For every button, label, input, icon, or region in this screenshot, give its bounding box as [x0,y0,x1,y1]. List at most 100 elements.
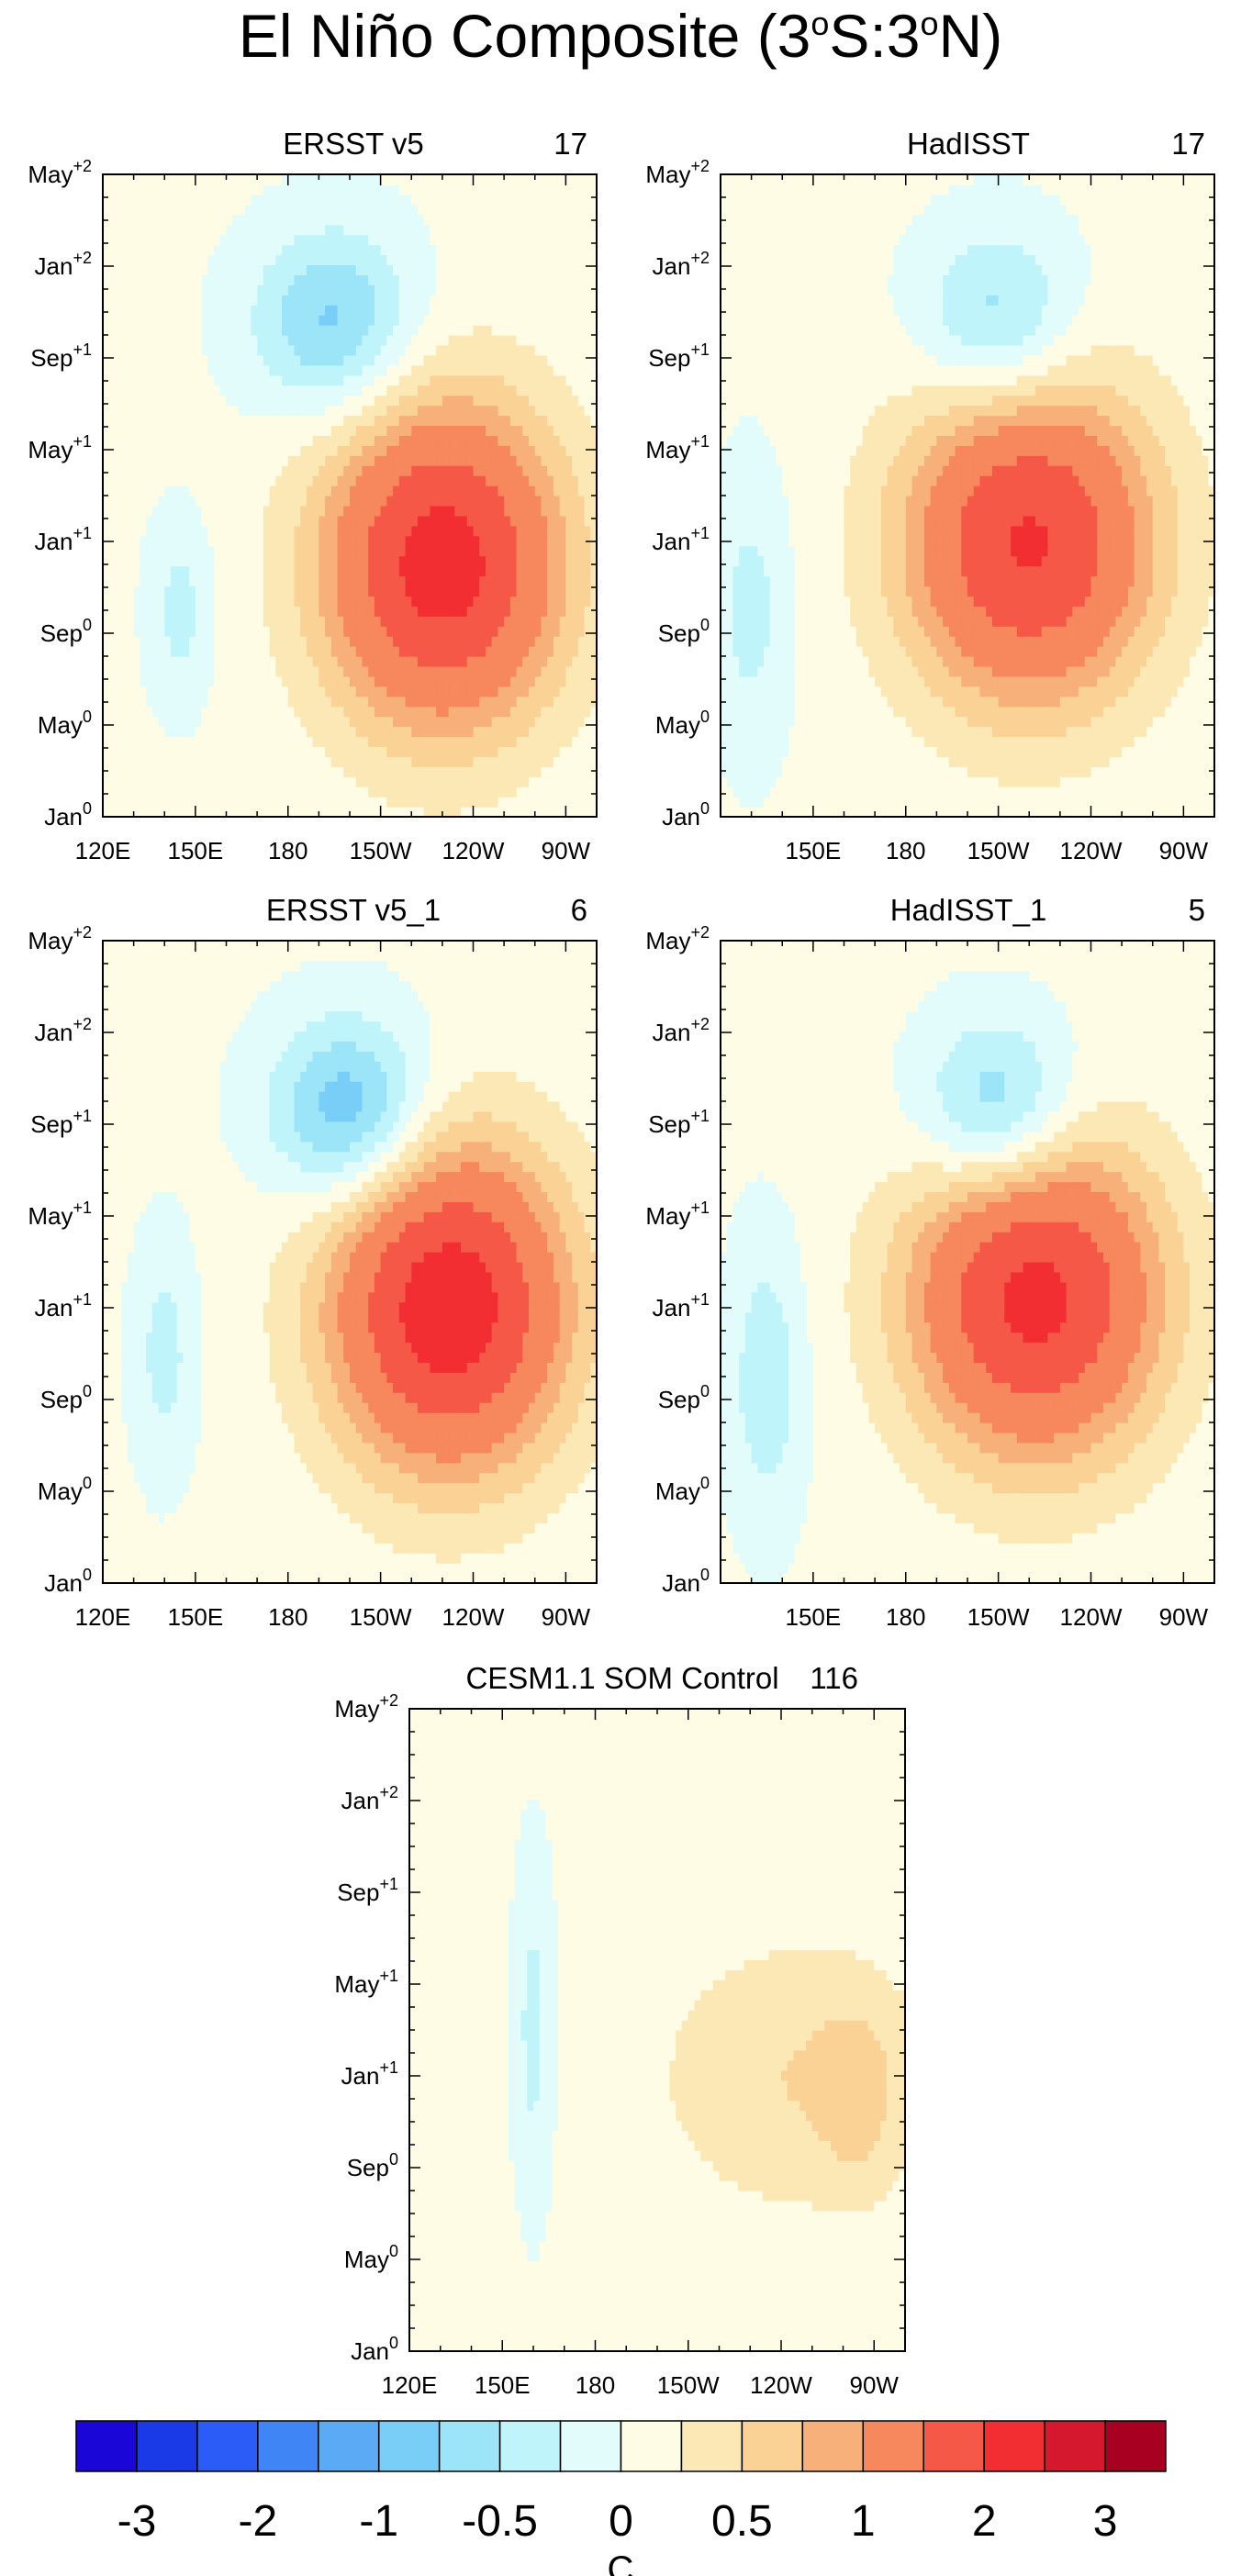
heatmap-cell [585,776,591,787]
heatmap-cell [164,606,171,617]
heatmap-cell [454,756,461,767]
heatmap-cell [578,746,585,757]
heatmap-cell [381,566,387,577]
heatmap-cell [202,807,208,818]
heatmap-cell [294,776,300,787]
heatmap-cell [418,585,424,597]
heatmap-cell [411,737,418,748]
heatmap-cell [492,606,498,617]
heatmap-cell [288,786,295,797]
heatmap-cell [474,737,480,748]
heatmap-cell [343,676,350,687]
heatmap-cell [362,686,368,697]
heatmap-cell [565,646,572,657]
heatmap-cell [386,616,393,627]
heatmap-cell [159,766,165,777]
heatmap-cell [362,807,368,818]
heatmap-cell [103,676,109,687]
heatmap-cell [479,666,486,677]
heatmap-cell [454,707,461,718]
heatmap-cell [547,666,553,677]
heatmap-cell [541,786,547,797]
heatmap-cell [535,756,542,767]
heatmap-cell [251,786,257,797]
heatmap-cell [282,686,288,697]
heatmap-cell [263,776,270,787]
heatmap-cell [338,596,344,607]
heatmap-cell [121,636,128,647]
heatmap-cell [553,576,560,587]
heatmap-cell [183,606,189,617]
heatmap-cell [418,807,424,818]
heatmap-cell [134,616,140,627]
heatmap-cell [331,717,338,728]
heatmap-cell [121,717,128,728]
heatmap-cell [257,626,263,637]
heatmap-cell [522,585,529,597]
heatmap-cell [492,596,498,607]
heatmap-cell [547,656,553,667]
heatmap-cell [436,646,442,657]
heatmap-cell [553,646,560,657]
heatmap-cell [134,766,140,777]
heatmap-cell [115,606,121,617]
heatmap-cell [529,596,535,607]
heatmap-cell [572,636,578,647]
heatmap-cell [177,636,184,647]
heatmap-cell [275,727,282,738]
heatmap-cell [189,746,196,757]
heatmap-cell [239,776,245,787]
heatmap-cell [467,616,474,627]
heatmap-cell [338,717,344,728]
heatmap-cell [393,626,399,637]
heatmap-cell [350,666,356,677]
heatmap-cell [406,676,412,687]
heatmap-cell [313,776,319,787]
heatmap-cell [251,676,257,687]
heatmap-cell [553,797,560,808]
heatmap-cell [121,585,128,597]
heatmap-cell [368,686,375,697]
heatmap-cell [288,616,295,627]
heatmap-cell [109,776,116,787]
heatmap-cell [504,656,510,667]
heatmap-cell [467,756,474,767]
heatmap-cell [424,636,430,647]
heatmap-cell [436,566,442,577]
heatmap-cell [121,606,128,617]
heatmap-cell [128,707,134,718]
heatmap-cell [560,686,566,697]
heatmap-cell [406,566,412,577]
heatmap-cell [479,756,486,767]
heatmap-cell [214,666,220,677]
heatmap-cell [300,727,307,738]
heatmap-cell [300,756,307,767]
heatmap-cell [430,686,436,697]
heatmap-cell [103,686,109,697]
heatmap-cell [535,585,542,597]
heatmap-cell [424,797,430,808]
heatmap-cell [547,756,553,767]
heatmap-cell [529,646,535,657]
heatmap-cell [227,576,233,587]
heatmap-cell [449,656,455,667]
heatmap-cell [152,585,159,597]
heatmap-cell [375,566,381,577]
heatmap-cell [517,585,523,597]
heatmap-cell [535,717,542,728]
heatmap-cell [115,616,121,627]
heatmap-cell [565,606,572,617]
heatmap-cell [220,786,227,797]
heatmap-cell [307,606,313,617]
heatmap-cell [313,707,319,718]
heatmap-cell [171,656,177,667]
heatmap-cell [492,766,498,777]
heatmap-cell [504,737,510,748]
heatmap-cell [270,797,276,808]
heatmap-cell [368,596,375,607]
heatmap-cell [196,666,202,677]
heatmap-cell [164,616,171,627]
heatmap-cell [442,776,449,787]
heatmap-cell [343,576,350,587]
heatmap-cell [565,797,572,808]
